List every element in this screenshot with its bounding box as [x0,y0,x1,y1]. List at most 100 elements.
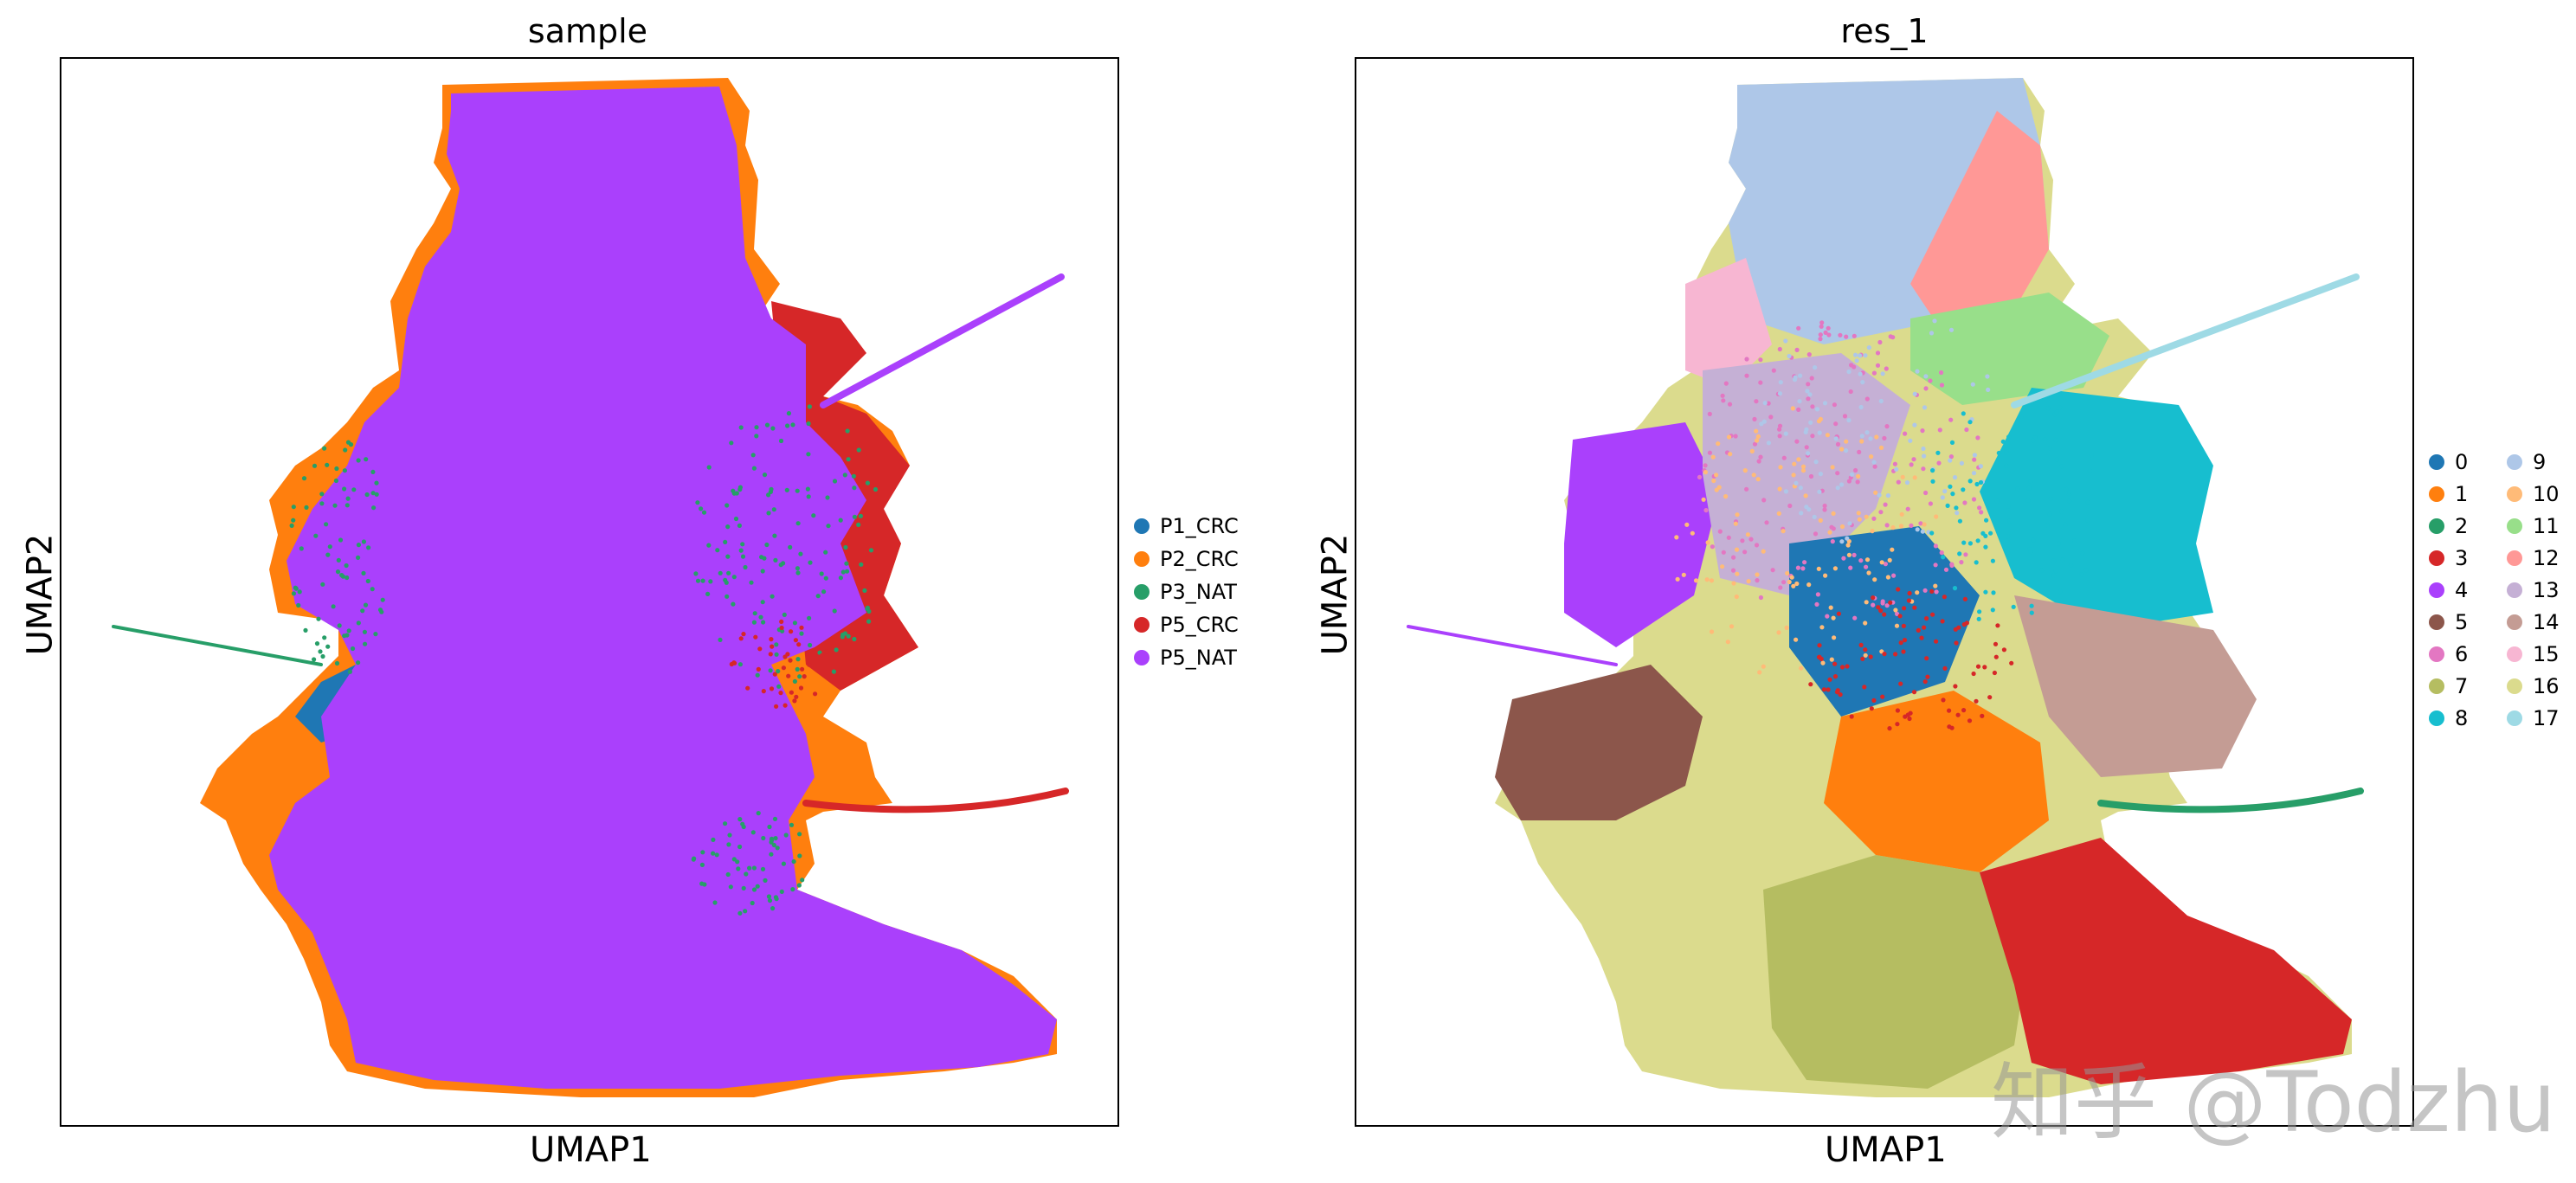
cluster-14-region [2014,595,2257,777]
right-legend-entry: 3 [2429,546,2468,570]
right-umap-scatter [1407,78,2364,1097]
legend-marker [1134,650,1150,665]
cluster-5-region [1495,665,1703,820]
sample-p5-nat-region [269,87,1057,1089]
cluster-17-strand [2011,273,2360,408]
sample-p3-nat-scatter [693,404,879,689]
sample-p5-crc-scatter [729,619,829,709]
legend-marker [2507,646,2522,662]
legend-label: 12 [2533,546,2560,570]
legend-label: 4 [2455,578,2469,602]
legend-label: 15 [2533,642,2560,666]
right-legend: 0 1 2 3 4 5 6 7 8 9 10 11 12 13 14 15 16 17 [2429,450,2576,736]
cluster-11-region [1910,293,2109,405]
right-legend-entry: 9 [2507,450,2546,474]
legend-marker [2429,614,2444,630]
legend-marker [2507,710,2522,726]
right-legend-entry: 4 [2429,578,2468,602]
sample-p5-nat-strand [820,273,1065,408]
legend-label: 1 [2455,482,2469,506]
cluster-8-scatter [1929,405,2094,621]
right-legend-entry: 16 [2507,674,2560,698]
right-legend-entry: 5 [2429,610,2468,634]
legend-marker [2507,582,2522,598]
legend-marker [1134,518,1150,534]
legend-label: P5_NAT [1160,646,1237,670]
right-legend-entry: 10 [2507,482,2560,506]
right-legend-entry: 7 [2429,674,2468,698]
sample-p3-nat-strand [112,625,323,666]
cluster-12-region [1910,111,2049,336]
legend-marker [1134,584,1150,600]
legend-marker [2507,614,2522,630]
legend-marker [2507,518,2522,534]
cluster-6-scatter [1697,320,1984,620]
right-legend-entry: 0 [2429,450,2468,474]
legend-label: 7 [2455,674,2469,698]
legend-marker [2429,646,2444,662]
right-legend-entry: 15 [2507,642,2560,666]
legend-marker [2507,486,2522,502]
left-legend-entry: P3_NAT [1134,580,1237,604]
legend-label: 2 [2455,514,2469,538]
left-legend: P1_CRC P2_CRC P3_NAT P5_CRC P5_NAT [1134,514,1272,678]
legend-label: 13 [2533,578,2560,602]
right-legend-entry: 8 [2429,706,2468,730]
right-legend-entry: 12 [2507,546,2560,570]
left-plot-title: sample [527,12,648,50]
cluster-8-region [1980,388,2213,630]
legend-label: P1_CRC [1160,514,1239,538]
legend-marker [2507,550,2522,566]
legend-label: 10 [2533,482,2560,506]
legend-marker [2429,582,2444,598]
legend-label: 11 [2533,514,2560,538]
legend-label: 8 [2455,706,2469,730]
left-legend-entry: P2_CRC [1134,547,1239,571]
left-x-axis-label: UMAP1 [530,1130,652,1170]
legend-marker [2429,710,2444,726]
legend-marker [2429,454,2444,470]
right-plot-area [1355,57,2414,1127]
legend-label: P2_CRC [1160,547,1239,571]
legend-label: P5_CRC [1160,613,1239,637]
legend-marker [2507,678,2522,694]
legend-label: 17 [2533,706,2560,730]
legend-label: 6 [2455,642,2469,666]
right-legend-entry: 14 [2507,610,2560,634]
legend-label: 5 [2455,610,2469,634]
cluster-1-region [1824,691,2049,872]
right-plot-title: res_1 [1840,12,1929,50]
right-legend-entry: 17 [2507,706,2560,730]
legend-marker [2429,678,2444,694]
legend-marker [2507,454,2522,470]
cluster-4-strand [1407,625,1618,666]
legend-marker [2429,518,2444,534]
legend-label: 16 [2533,674,2560,698]
legend-label: 3 [2455,546,2469,570]
right-legend-entry: 13 [2507,578,2560,602]
left-umap-scatter [112,78,1069,1097]
sample-p3-nat-scatter [691,811,805,916]
right-legend-entry: 6 [2429,642,2468,666]
legend-label: P3_NAT [1160,580,1237,604]
cluster-15-region [1685,258,1772,388]
right-legend-entry: 2 [2429,514,2468,538]
legend-marker [1134,551,1150,567]
cluster-0-region [1789,526,1980,717]
legend-label: 9 [2533,450,2547,474]
cluster-2-tail [2097,788,2364,813]
right-y-axis-label: UMAP2 [1315,533,1356,656]
right-legend-entry: 1 [2429,482,2468,506]
cluster-7-region [1763,855,2032,1089]
right-x-axis-label: UMAP1 [1825,1130,1947,1170]
cluster-9-scatter [1759,295,1991,544]
cluster-4-region [1564,422,1720,647]
sample-p5-crc-tail [802,788,1069,813]
right-legend-entry: 11 [2507,514,2560,538]
left-legend-entry: P1_CRC [1134,514,1239,538]
left-legend-entry: P5_NAT [1134,646,1237,670]
left-plot-area [60,57,1119,1127]
legend-marker [2429,550,2444,566]
cluster-3-region [1980,838,2352,1084]
legend-label: 0 [2455,450,2469,474]
